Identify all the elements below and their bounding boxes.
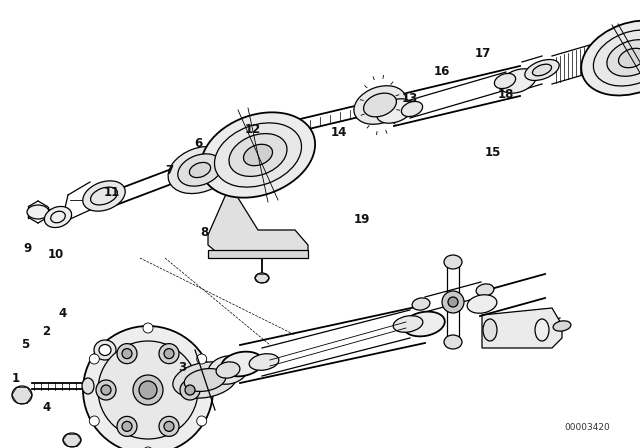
Text: 11: 11 [104, 186, 120, 199]
Ellipse shape [164, 349, 174, 359]
Ellipse shape [593, 30, 640, 86]
Ellipse shape [117, 416, 137, 436]
Ellipse shape [229, 134, 287, 177]
Ellipse shape [483, 319, 497, 341]
Ellipse shape [168, 146, 232, 194]
Ellipse shape [90, 354, 99, 364]
Ellipse shape [618, 48, 640, 68]
Polygon shape [208, 250, 308, 258]
Ellipse shape [180, 380, 200, 400]
Ellipse shape [607, 40, 640, 76]
Text: 3: 3 [179, 361, 186, 374]
Ellipse shape [412, 298, 430, 310]
Ellipse shape [581, 21, 640, 95]
Ellipse shape [448, 297, 458, 307]
Ellipse shape [476, 284, 494, 296]
Ellipse shape [553, 321, 571, 331]
Ellipse shape [243, 144, 273, 166]
Ellipse shape [196, 416, 207, 426]
Text: 5: 5 [22, 338, 29, 352]
Ellipse shape [44, 207, 72, 228]
Ellipse shape [82, 378, 94, 394]
Ellipse shape [221, 352, 263, 376]
Ellipse shape [133, 375, 163, 405]
Ellipse shape [189, 163, 211, 177]
Ellipse shape [159, 416, 179, 436]
Text: 12: 12 [244, 123, 261, 137]
Ellipse shape [159, 344, 179, 364]
Text: 14: 14 [331, 125, 348, 139]
Ellipse shape [196, 354, 207, 364]
Text: 4: 4 [42, 401, 50, 414]
Ellipse shape [178, 154, 222, 186]
Ellipse shape [500, 69, 536, 93]
Text: 16: 16 [433, 65, 450, 78]
Text: 15: 15 [484, 146, 501, 159]
Text: 2: 2 [42, 325, 50, 338]
Ellipse shape [139, 381, 157, 399]
Polygon shape [482, 308, 562, 348]
Ellipse shape [403, 312, 445, 336]
Ellipse shape [201, 112, 315, 198]
Ellipse shape [90, 416, 99, 426]
Ellipse shape [122, 422, 132, 431]
Text: 19: 19 [353, 213, 370, 226]
Text: 1: 1 [12, 372, 20, 385]
Ellipse shape [98, 341, 198, 439]
Ellipse shape [184, 369, 226, 392]
Polygon shape [208, 185, 308, 255]
Ellipse shape [94, 340, 116, 360]
Ellipse shape [249, 354, 279, 370]
Text: 4: 4 [59, 307, 67, 320]
Ellipse shape [51, 211, 65, 223]
Text: 6: 6 [195, 137, 202, 150]
Ellipse shape [377, 99, 413, 123]
Ellipse shape [185, 385, 195, 395]
Ellipse shape [143, 447, 153, 448]
Ellipse shape [535, 319, 549, 341]
Ellipse shape [401, 101, 422, 116]
Ellipse shape [525, 60, 559, 81]
Text: 7: 7 [166, 164, 173, 177]
Ellipse shape [173, 362, 237, 398]
Text: 8: 8 [201, 226, 209, 240]
Ellipse shape [393, 316, 423, 332]
Ellipse shape [214, 123, 301, 187]
Text: 10: 10 [47, 248, 64, 261]
Text: 17: 17 [475, 47, 492, 60]
Ellipse shape [122, 349, 132, 359]
Ellipse shape [83, 181, 125, 211]
Text: 00003420: 00003420 [564, 423, 610, 432]
Ellipse shape [444, 335, 462, 349]
Ellipse shape [208, 356, 248, 384]
Ellipse shape [216, 362, 240, 378]
Ellipse shape [27, 205, 49, 219]
Ellipse shape [96, 380, 116, 400]
Ellipse shape [255, 273, 269, 283]
Ellipse shape [444, 255, 462, 269]
Text: 13: 13 [401, 92, 418, 105]
Ellipse shape [494, 73, 516, 89]
Ellipse shape [364, 93, 396, 117]
Ellipse shape [164, 422, 174, 431]
Ellipse shape [442, 291, 464, 313]
Ellipse shape [91, 187, 117, 205]
Ellipse shape [12, 386, 32, 404]
Ellipse shape [143, 323, 153, 333]
Ellipse shape [63, 433, 81, 447]
Ellipse shape [354, 86, 406, 124]
Ellipse shape [101, 385, 111, 395]
Text: 18: 18 [497, 87, 514, 101]
Text: 9: 9 [24, 242, 31, 255]
Ellipse shape [83, 326, 213, 448]
Ellipse shape [467, 295, 497, 313]
Ellipse shape [532, 64, 552, 76]
Ellipse shape [117, 344, 137, 364]
Ellipse shape [99, 345, 111, 356]
